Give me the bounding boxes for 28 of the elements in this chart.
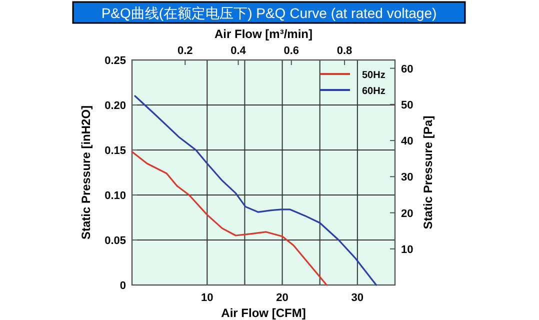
legend-label: 60Hz (362, 86, 386, 97)
y2-tick-label: 50 (401, 99, 414, 112)
y-tick-label: 0.05 (104, 235, 126, 247)
y2-tick-label: 10 (401, 244, 414, 256)
chart-title: P&Q曲线(在额定电压下) P&Q Curve (at rated voltage) (101, 5, 437, 21)
x-tick-label: 30 (351, 292, 364, 304)
y-tick-label: 0.25 (104, 55, 126, 67)
y-axis-title: Static Pressure [inH2O] (79, 105, 93, 240)
x2-tick-label: 0.4 (230, 45, 247, 57)
y2-axis-title: Static Pressure [Pa] (421, 116, 435, 230)
y2-tick-label: 30 (401, 172, 414, 184)
line-series (131, 151, 328, 286)
y-tick-label: 0 (120, 280, 126, 292)
x-axis-title: Air Flow [CFM] (221, 306, 306, 320)
x-tick-label: 10 (201, 292, 214, 304)
y-tick-label: 0.15 (104, 145, 126, 157)
y2-tick-label: 60 (401, 63, 414, 76)
y-tick-label: 0.20 (104, 100, 126, 112)
x2-tick-label: 0.8 (336, 45, 352, 57)
x2-tick-label: 0.6 (284, 45, 300, 57)
y2-tick-label: 20 (401, 208, 414, 220)
legend-label: 50Hz (362, 70, 386, 81)
y-tick-label: 0.10 (104, 190, 126, 202)
line-series (134, 95, 378, 286)
x2-tick-label: 0.2 (177, 45, 193, 57)
x-tick-label: 20 (276, 292, 288, 304)
x2-axis-title: Air Flow [m³/min] (214, 27, 312, 41)
y2-tick-label: 40 (401, 136, 414, 148)
